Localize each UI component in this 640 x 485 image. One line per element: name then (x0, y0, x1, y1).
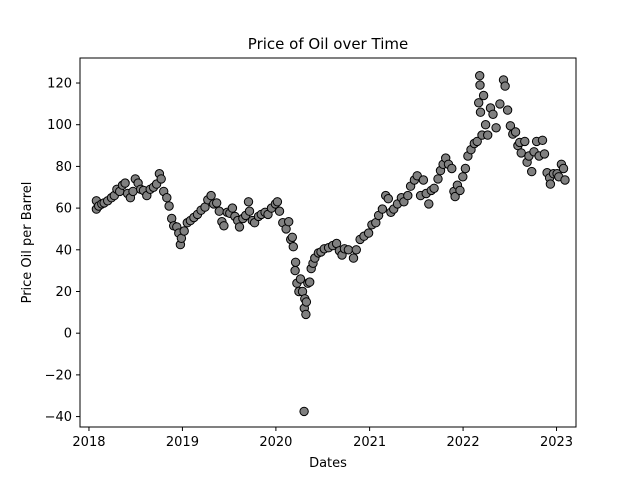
y-tick-label: −40 (45, 410, 72, 425)
data-point (491, 123, 501, 133)
data-point (455, 185, 465, 196)
data-point (520, 136, 530, 147)
data-point (500, 81, 510, 91)
data-point (539, 149, 550, 159)
data-point (348, 253, 359, 263)
data-point (502, 105, 513, 115)
data-point (164, 201, 174, 211)
data-point (120, 178, 130, 188)
data-point (179, 226, 189, 236)
data-point (351, 245, 361, 255)
data-point (290, 265, 300, 276)
data-point (377, 204, 388, 214)
data-point (418, 175, 429, 185)
data-point (537, 135, 548, 146)
data-point (495, 99, 505, 109)
data-point (545, 179, 556, 189)
y-axis-label: Price Oil per Barrel (20, 182, 35, 304)
chart-title: Price of Oil over Time (248, 35, 408, 53)
data-point (433, 174, 443, 184)
data-point (458, 172, 468, 182)
data-point (290, 257, 301, 267)
x-tick-label: 2018 (72, 435, 105, 450)
y-tick-label: 40 (55, 243, 72, 258)
data-point (460, 163, 471, 174)
y-tick-label: 20 (55, 285, 72, 300)
y-tick-label: 80 (55, 160, 72, 175)
data-point (234, 222, 245, 232)
x-tick-label: 2021 (353, 435, 386, 450)
x-tick-label: 2019 (166, 435, 199, 450)
data-point (474, 98, 484, 108)
data-point (505, 121, 516, 131)
data-point (243, 197, 254, 207)
data-point (383, 194, 393, 204)
data-point (301, 297, 312, 307)
data-point (475, 71, 485, 81)
data-point (527, 166, 537, 177)
data-point (284, 217, 294, 227)
data-point (214, 206, 225, 216)
data-point (475, 80, 485, 90)
data-point (447, 163, 457, 174)
y-tick-label: 100 (47, 118, 72, 133)
data-point (480, 120, 491, 130)
data-point (305, 277, 315, 287)
data-point (128, 186, 138, 197)
y-tick-label: 0 (64, 327, 72, 342)
x-axis-label: Dates (309, 456, 347, 471)
data-point (478, 90, 489, 101)
data-point (206, 190, 216, 201)
data-point (483, 130, 493, 140)
data-point (429, 183, 439, 194)
data-point (488, 109, 498, 120)
plot-frame (79, 57, 577, 428)
data-point (274, 206, 285, 216)
x-tick-label: 2020 (259, 435, 292, 450)
data-point (156, 174, 166, 184)
data-point (287, 232, 297, 243)
data-point (475, 107, 486, 117)
data-point (510, 127, 521, 137)
y-tick-label: −20 (45, 368, 72, 383)
data-point (272, 197, 283, 207)
y-tick-label: 60 (55, 202, 72, 217)
data-points (91, 71, 570, 417)
data-point (227, 203, 238, 213)
data-point (299, 406, 309, 417)
data-point (403, 190, 413, 201)
data-point (162, 193, 172, 203)
x-tick-label: 2023 (540, 435, 573, 450)
data-point (472, 136, 482, 147)
data-point (516, 148, 526, 158)
data-point (558, 163, 569, 174)
data-point (244, 206, 255, 216)
data-point (288, 242, 298, 252)
data-point (212, 198, 222, 208)
x-tick-label: 2022 (447, 435, 480, 450)
data-point (363, 228, 374, 238)
y-axis: −40 −20 0 20 40 60 80 100 120 (45, 77, 80, 425)
data-point (450, 191, 460, 202)
x-axis: 2018 2019 2020 2021 2022 2023 (72, 427, 573, 450)
data-point (343, 245, 354, 255)
data-point (424, 199, 434, 209)
data-point (295, 274, 306, 284)
data-point (219, 221, 229, 231)
data-point (560, 175, 570, 185)
y-tick-label: 120 (47, 77, 72, 92)
data-point (301, 309, 311, 320)
